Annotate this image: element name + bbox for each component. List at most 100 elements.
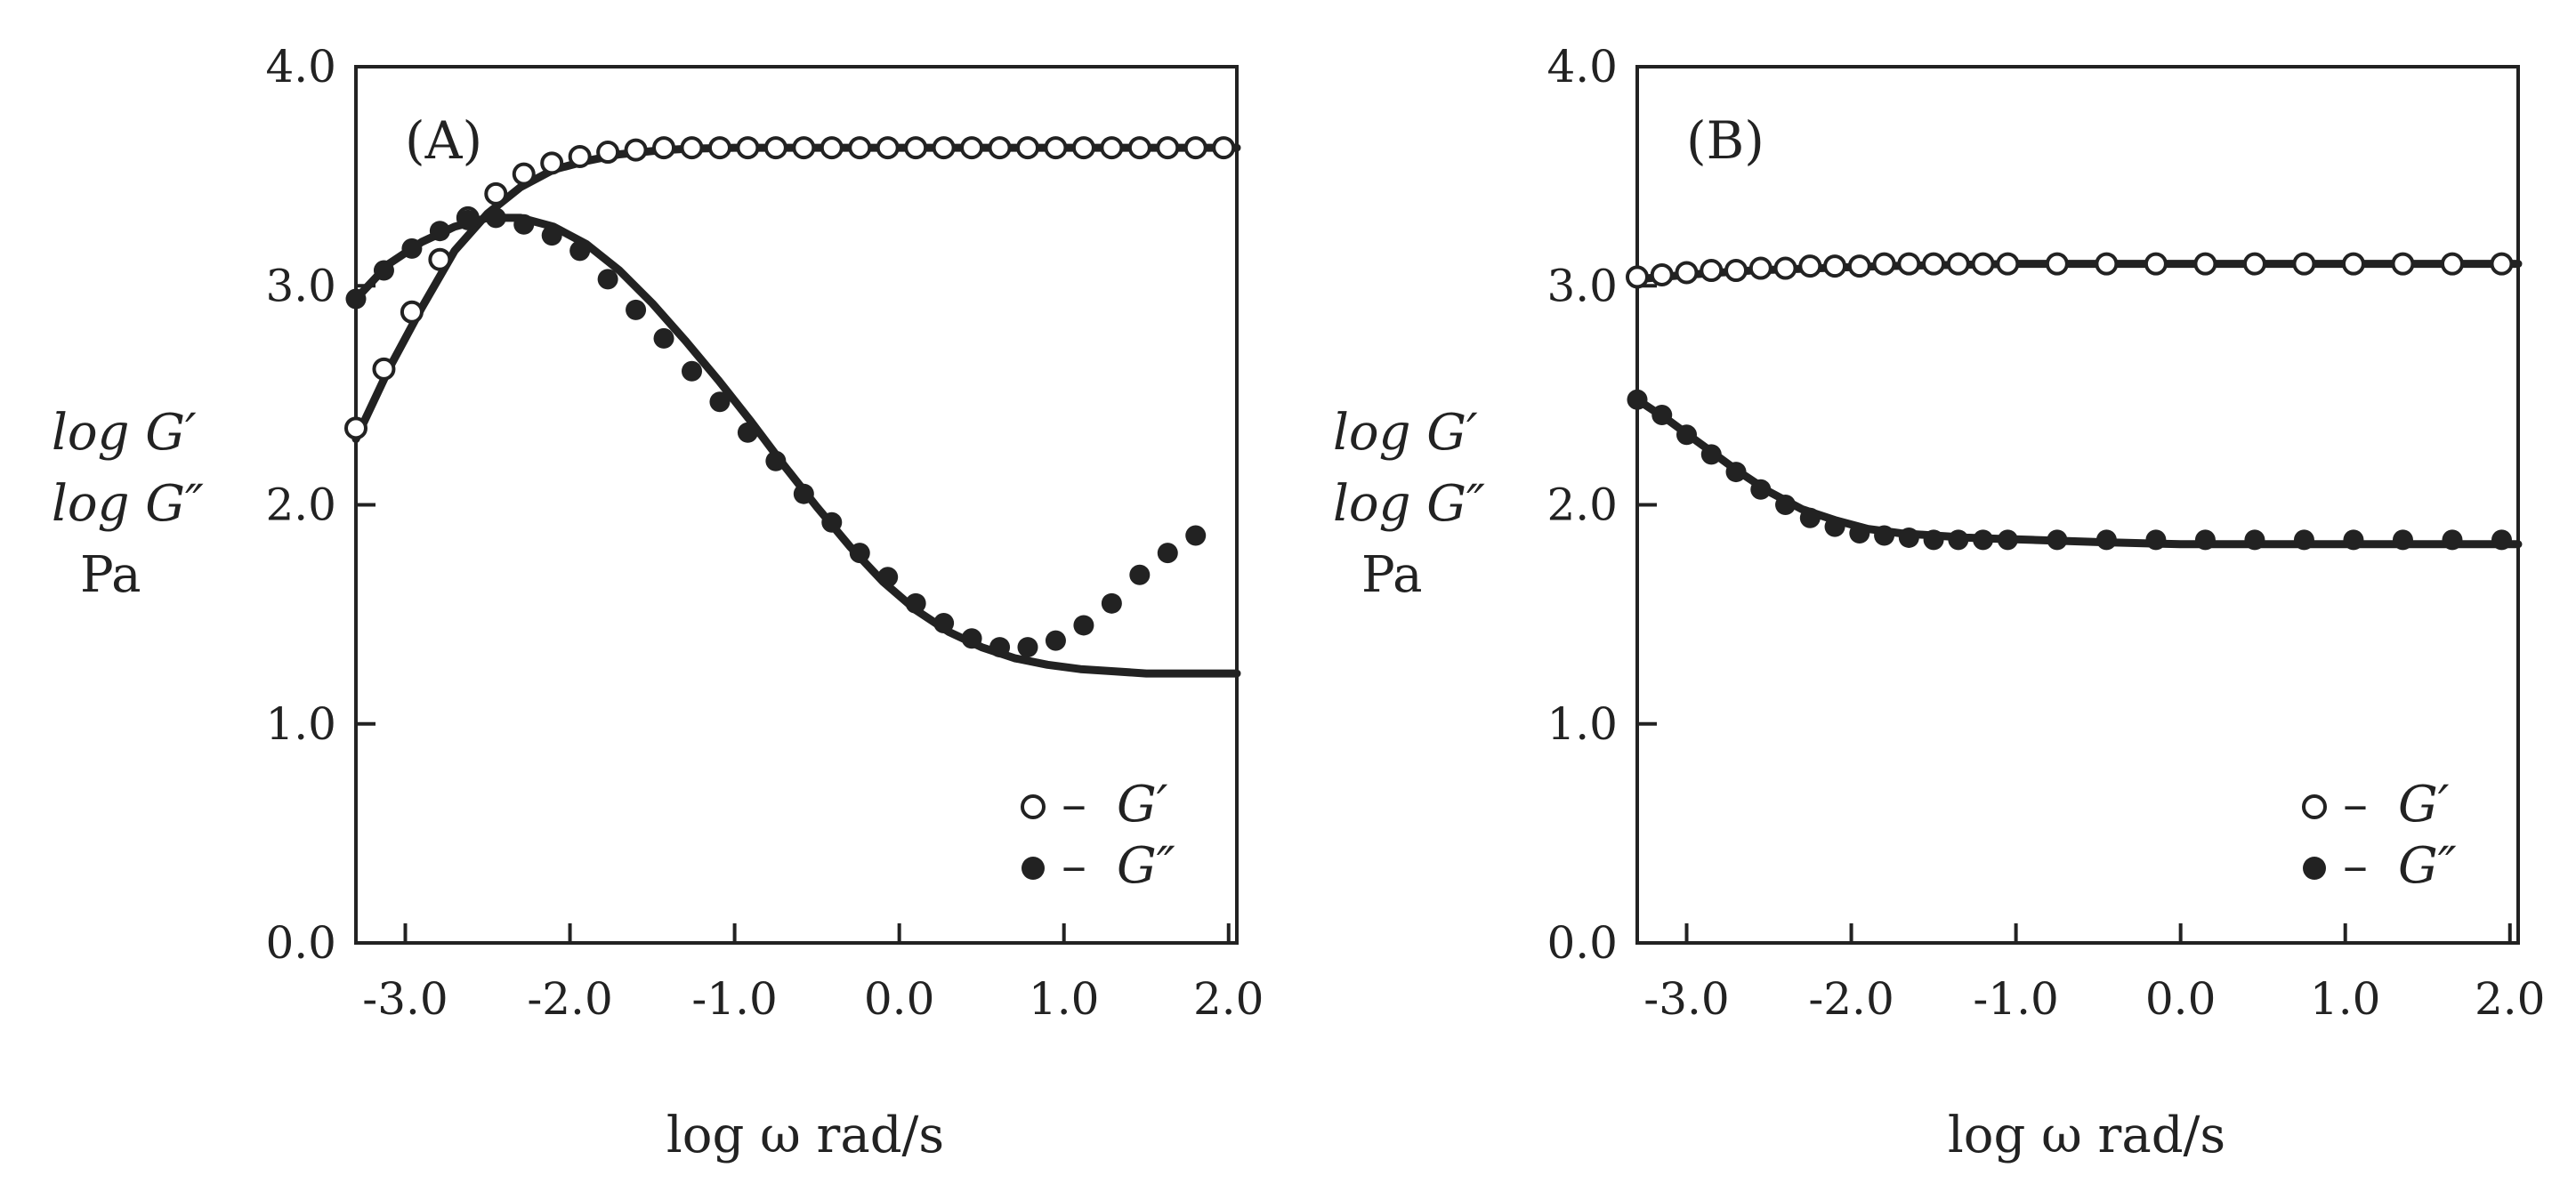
data-point-open — [512, 162, 536, 186]
data-point-filled — [933, 612, 955, 633]
data-point-open — [2490, 252, 2514, 276]
data-point-filled — [1627, 389, 1648, 410]
data-point-open — [792, 136, 816, 160]
data-point-filled — [1898, 527, 1919, 548]
data-point-open — [1946, 252, 1970, 276]
data-point-open — [2391, 252, 2415, 276]
data-point-open — [1897, 252, 1921, 276]
panel-a: (A) log ω rad/s log G′ log G″ Pa – G′ – … — [52, 41, 1264, 1164]
x-tick-label: 1.0 — [2310, 973, 2381, 1025]
data-point-filled — [401, 238, 423, 259]
data-point-open — [1847, 254, 1871, 278]
data-point-open — [1650, 262, 1674, 286]
data-point-filled — [1973, 529, 1994, 551]
legend-label-g-double-prime: G″ — [2398, 837, 2457, 895]
data-point-open — [1971, 252, 1995, 276]
legend-open-circle-marker — [2302, 794, 2327, 819]
data-point-open — [2045, 252, 2069, 276]
data-point-open — [932, 136, 956, 160]
y-tick-label: 4.0 — [265, 41, 336, 93]
data-point-filled — [821, 511, 843, 533]
panel-label: (A) — [405, 110, 482, 171]
data-point-filled — [2392, 529, 2413, 551]
data-point-filled — [485, 207, 506, 229]
legend-dash-2: – — [1062, 837, 1086, 895]
data-point-filled — [2145, 529, 2167, 551]
data-point-filled — [1700, 444, 1722, 465]
data-point-filled — [1676, 424, 1698, 446]
data-point-open — [2292, 252, 2316, 276]
data-point-filled — [1073, 615, 1094, 636]
data-point-open — [1044, 136, 1068, 160]
data-point-filled — [2047, 529, 2068, 551]
data-point-filled — [709, 391, 731, 413]
data-point-open — [707, 136, 731, 160]
data-point-filled — [849, 543, 870, 564]
data-point-open — [596, 141, 620, 165]
legend-dash-1: – — [1062, 776, 1086, 834]
data-point-filled — [513, 213, 535, 235]
data-point-open — [1071, 136, 1095, 160]
y-tick-label: 4.0 — [1546, 41, 1618, 93]
data-point-filled — [1948, 529, 1969, 551]
x-tick-label: -2.0 — [1808, 973, 1894, 1025]
data-point-filled — [1750, 479, 1772, 500]
data-point-filled — [1923, 529, 1944, 551]
data-point-filled — [429, 221, 450, 242]
data-point-filled — [877, 567, 899, 588]
data-point-open — [763, 136, 787, 160]
y-axis-title-line-1: log G′ — [1333, 404, 1478, 462]
data-point-filled — [1775, 495, 1797, 515]
data-point-filled — [765, 450, 787, 471]
data-point-open — [876, 136, 900, 160]
fit-line — [1633, 395, 2523, 549]
data-point-open — [1675, 261, 1699, 285]
data-point-open — [2440, 252, 2464, 276]
x-tick-label: -3.0 — [362, 973, 448, 1025]
x-tick-label: 1.0 — [1029, 973, 1100, 1025]
data-point-filled — [1157, 543, 1178, 564]
data-point-open — [2341, 252, 2365, 276]
x-tick-label: 2.0 — [2475, 973, 2546, 1025]
data-point-filled — [373, 260, 394, 281]
data-point-open — [344, 416, 367, 440]
data-point-filled — [2096, 529, 2117, 551]
data-point-open — [2144, 252, 2168, 276]
y-axis-title-line-3: Pa — [80, 546, 141, 604]
data-point-open — [1100, 136, 1124, 160]
y-tick-label: 2.0 — [265, 479, 336, 531]
legend-label-g-double-prime: G″ — [1117, 837, 1175, 895]
y-tick-label: 0.0 — [1546, 917, 1618, 969]
data-point-filled — [681, 360, 702, 382]
y-axis-title-line-1: log G′ — [52, 404, 197, 462]
data-point-filled — [2343, 529, 2364, 551]
data-point-open — [372, 357, 396, 381]
legend-dash-1: – — [2343, 776, 2368, 834]
data-point-open — [2193, 252, 2217, 276]
x-axis-title: log ω rad/s — [666, 1107, 944, 1164]
data-point-filled — [1874, 525, 1895, 546]
data-point-open — [988, 136, 1012, 160]
x-tick-label: -2.0 — [527, 973, 612, 1025]
legend-label-g-prime: G′ — [2398, 776, 2450, 834]
data-point-open — [736, 136, 760, 160]
data-point-filled — [1725, 462, 1747, 483]
data-point-open — [1156, 136, 1180, 160]
y-tick-label: 0.0 — [265, 917, 336, 969]
data-point-open — [1127, 136, 1151, 160]
data-point-filled — [597, 269, 618, 290]
data-point-open — [904, 136, 928, 160]
data-point-filled — [2244, 529, 2265, 551]
y-axis-title-line-2: log G″ — [1333, 475, 1485, 533]
data-point-open — [1700, 259, 1724, 283]
legend-filled-circle-marker — [2303, 857, 2326, 880]
x-tick-label: -1.0 — [1973, 973, 2058, 1025]
panel-label: (B) — [1686, 110, 1764, 171]
legend-open-circle-marker — [1021, 794, 1046, 819]
data-point-filled — [737, 422, 758, 443]
x-tick-label: -3.0 — [1643, 973, 1729, 1025]
data-point-filled — [961, 628, 982, 649]
data-point-open — [1626, 265, 1649, 289]
data-point-filled — [457, 209, 479, 230]
legend-dash-2: – — [2343, 837, 2368, 895]
